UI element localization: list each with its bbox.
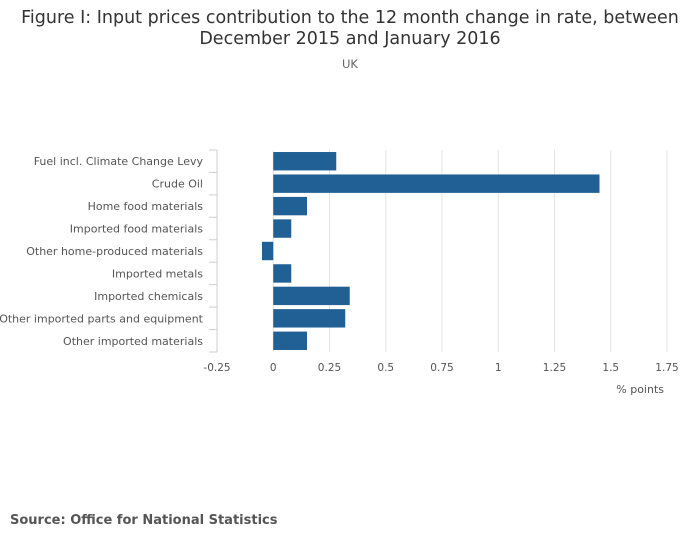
category-label: Imported chemicals [94, 290, 203, 303]
category-label: Home food materials [88, 200, 204, 213]
bar [273, 309, 346, 328]
category-labels: Fuel incl. Climate Change Levy Crude Oil H… [0, 155, 204, 348]
chart-title: Figure I: Input prices contribution to t… [21, 8, 679, 49]
category-label: Crude Oil [152, 178, 203, 191]
bar [273, 196, 307, 216]
x-tick-label: 0.75 [430, 362, 453, 374]
source-note: Source: Office for National Statistics [10, 513, 278, 528]
bar [273, 331, 307, 350]
category-label: Other imported parts and equipment [0, 312, 204, 325]
x-tick-label: 0 [270, 362, 277, 374]
x-tick-label: 1.25 [543, 362, 566, 374]
bar [273, 219, 292, 238]
category-label: Other home-produced materials [26, 245, 203, 258]
bar [262, 241, 274, 261]
x-tick-label: -0.25 [203, 362, 230, 374]
chart-subtitle: UK [342, 57, 358, 71]
bar [273, 264, 292, 283]
bars [262, 152, 600, 350]
category-label: Other imported materials [63, 335, 203, 348]
category-label: Imported metals [112, 267, 203, 280]
bar [273, 174, 600, 193]
category-label: Fuel incl. Climate Change Levy [34, 155, 204, 168]
x-tick-labels: -0.25 0 0.25 0.5 0.75 1 1.25 1.5 1.75 [203, 362, 678, 374]
x-tick-label: 1.75 [655, 362, 678, 374]
x-axis-title: % points [616, 383, 664, 396]
x-tick-label: 1 [495, 362, 502, 374]
x-tick-label: 0.5 [377, 362, 394, 374]
x-tick-label: 0.25 [318, 362, 341, 374]
category-label: Imported food materials [70, 223, 203, 236]
bar [273, 152, 337, 171]
bar [273, 286, 350, 306]
category-ticks [209, 149, 218, 353]
x-tick-label: 1.5 [602, 362, 619, 374]
